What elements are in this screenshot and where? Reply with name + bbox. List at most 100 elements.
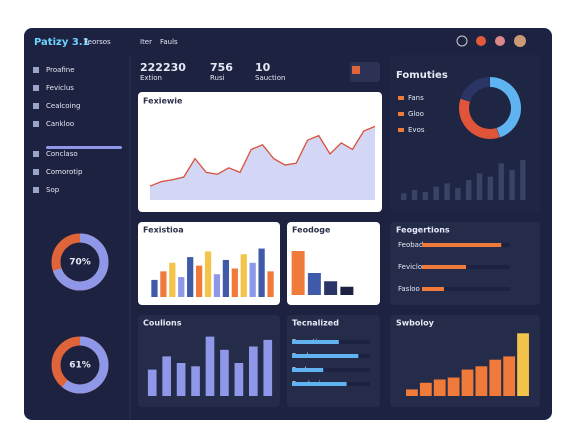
bar [411,190,418,200]
stat-value: 10 [255,61,271,74]
legend-label: Evos [408,126,425,134]
bar-label: Fasloo [398,285,420,293]
bar [466,180,472,200]
bar [509,170,515,200]
nav-icon[interactable] [33,67,39,73]
area [150,126,375,200]
bar [220,349,229,396]
bar [292,368,324,372]
bar [422,243,502,247]
avatar[interactable] [495,36,505,46]
bar [489,359,502,396]
bar [160,271,167,297]
legend-swatch [398,96,404,100]
bar [263,339,273,396]
nav: Iter [140,38,152,46]
panel [390,222,540,305]
bar [475,366,488,396]
bar [249,262,256,297]
bar [422,192,429,200]
stat-value: 756 [210,61,233,74]
bar [213,274,221,297]
panel-title: Fexiewie [143,97,183,106]
panel-title: Feogertions [396,226,450,235]
nav-item[interactable]: Conclaso [46,150,78,158]
bar [222,259,230,297]
bar [444,183,450,200]
bar [307,273,321,295]
bar [422,265,466,269]
bar [187,257,194,297]
bar [487,176,494,200]
bar [147,369,157,396]
avatar[interactable] [514,35,526,47]
panel-title: Coulions [143,319,182,328]
stat-label: Rusi [210,74,225,82]
bar [433,379,446,396]
donut-segment [489,77,521,138]
bar-track [422,287,510,291]
bar [231,268,238,297]
bar [433,186,439,200]
nav-icon[interactable] [33,169,39,175]
nav: Fauls [160,38,178,46]
bar [195,265,203,297]
panel [287,315,380,407]
bar [169,262,176,297]
nav-icon[interactable] [33,103,39,109]
bar [340,286,354,295]
legend-label: Gloo [408,110,424,118]
bar-track [292,368,370,372]
subtitle: Feorsos [84,38,111,46]
bar-label: Feviclo [398,263,422,271]
bar [240,254,247,297]
avatar[interactable] [476,36,486,46]
nav-icon[interactable] [33,121,39,127]
bar [422,287,444,291]
nav-item[interactable]: Cealcoing [46,102,80,110]
nav-icon[interactable] [33,85,39,91]
nav-item[interactable]: Feviclus [46,84,74,92]
donut-label: 61% [69,361,91,371]
bar [476,173,483,200]
donut-segment [460,77,491,102]
donut-arc [61,336,109,394]
nav-item[interactable]: Comorotip [46,168,83,176]
bar [401,193,407,200]
bar [267,271,274,297]
bar [204,251,212,297]
bar [151,279,158,297]
bar [461,369,474,396]
icon[interactable] [456,35,468,47]
bar [205,336,215,396]
bar [503,356,516,396]
bar [455,188,461,200]
legend-label: Fans [408,94,424,102]
donut-label: 70% [69,258,91,268]
bar [498,163,504,200]
bar [419,382,432,396]
bar [191,366,200,396]
nav-item[interactable]: Cankloo [46,120,74,128]
nav-icon[interactable] [33,151,39,157]
bar-label: Feobad [398,241,423,249]
bar [249,346,258,396]
bar [324,281,338,295]
nav-item[interactable]: Proafine [46,66,75,74]
bar [517,333,529,396]
nav-highlight [46,146,122,149]
legend-swatch [398,128,404,132]
nav-item[interactable]: Sop [46,186,60,194]
bar [291,251,305,295]
bar [292,382,347,386]
nav-icon[interactable] [33,187,39,193]
badge-icon [352,66,360,74]
bar [520,160,526,200]
bar [162,356,171,396]
bar [234,363,244,396]
bar [176,363,186,396]
brand: Patizy 3.1 [34,37,90,48]
